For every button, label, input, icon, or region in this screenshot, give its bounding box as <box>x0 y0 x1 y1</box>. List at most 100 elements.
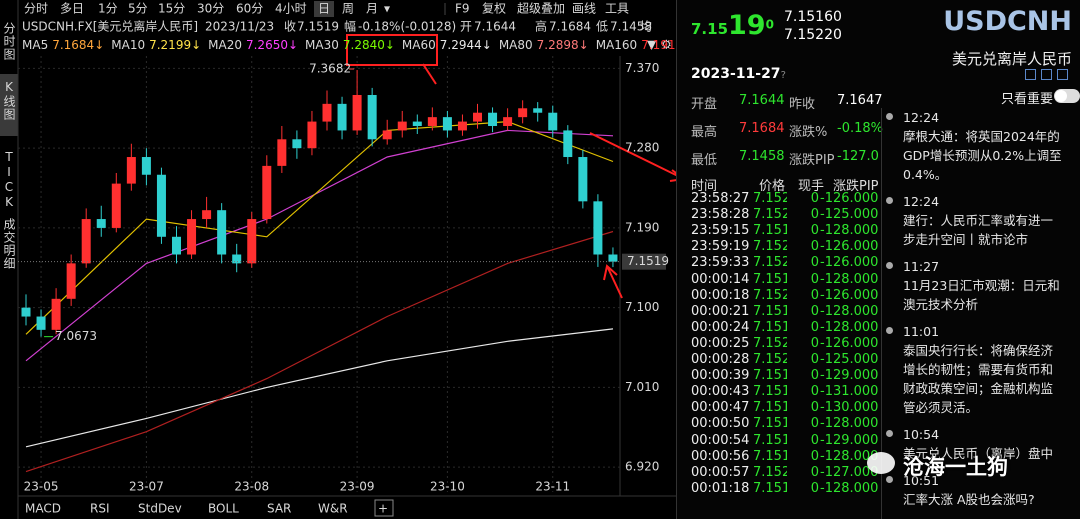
news-item[interactable]: 12:24 摩根大通：将英国2024年的GDP增长预测从0.2%上调至0.4%。 <box>882 108 1080 184</box>
tick-change: -128.000 <box>820 223 879 239</box>
tick-price: 7.1518 <box>753 432 787 448</box>
ma-value: 7.1684↓ <box>52 38 104 52</box>
side-tab[interactable]: 分时图 <box>2 22 16 61</box>
candle-body <box>217 210 227 255</box>
tick-time: 00:00:24 <box>691 319 750 335</box>
icon[interactable] <box>1041 69 1052 80</box>
quote-label: 涨跌PIP <box>789 153 835 168</box>
candle-body <box>563 130 573 158</box>
indicator-tab[interactable]: MACD <box>25 502 61 516</box>
news-item[interactable]: 12:24 建行：人民币汇率或有进一步走升空间丨就市论市 <box>882 192 1080 249</box>
indicator-tab[interactable]: BOLL <box>208 502 239 516</box>
tool-button[interactable]: 复权 <box>482 2 506 16</box>
tick-price: 7.1519 <box>753 303 787 319</box>
x-tick-label: 23-09 <box>340 480 375 494</box>
tick-time: 00:00:54 <box>691 432 750 448</box>
x-tick-label: 23-05 <box>24 480 59 494</box>
annotation-arrow <box>603 264 623 299</box>
tick-volume: 0 <box>810 223 819 239</box>
tick-volume: 0 <box>810 335 819 351</box>
tick-change: -128.000 <box>820 448 879 464</box>
timeframe-tab[interactable]: 15分 <box>158 2 185 16</box>
x-tick-label: 23-08 <box>234 480 269 494</box>
x-tick-label: 23-07 <box>129 480 164 494</box>
quote-value: 7.1644 <box>474 20 516 34</box>
timeframe-tab[interactable]: 1分 <box>98 2 118 16</box>
ma-menu-icon[interactable]: ▼ <box>647 38 657 52</box>
tick-price: 7.1516 <box>753 384 787 400</box>
tick-price: 7.1521 <box>753 335 787 351</box>
quote-value: -127.0 <box>837 149 879 164</box>
candle-body <box>156 174 166 237</box>
ma-value: 7.2840↓ <box>343 38 395 52</box>
side-tab[interactable]: TICK <box>2 150 16 210</box>
ma-settings-icon[interactable]: ⚙ <box>661 38 672 52</box>
last-price-label: 7.1519 <box>627 254 669 268</box>
quote-label: 高 <box>535 19 547 34</box>
timeframe-tab[interactable]: 分时 <box>24 2 48 16</box>
date: 2023-11-27? <box>691 66 786 82</box>
news-time: 11:01 <box>903 324 940 339</box>
tick-volume: 0 <box>810 448 819 464</box>
timeframe-tab[interactable]: 4小时 <box>275 2 307 16</box>
symbol-label: USDCNH.FX[美元兑离岸人民币] <box>22 19 198 34</box>
candle-body <box>608 254 618 262</box>
tick-price: 7.1519 <box>753 271 787 287</box>
icon[interactable] <box>1025 69 1036 80</box>
ma-value: 7.2944↓ <box>440 38 492 52</box>
y-tick-label: 7.100 <box>625 300 659 314</box>
side-tab[interactable]: K线图 <box>2 80 16 121</box>
timeframe-tab[interactable]: 60分 <box>236 2 263 16</box>
add-indicator-icon[interactable] <box>374 499 394 517</box>
timeline-dot <box>886 262 893 269</box>
news-item[interactable]: 10:51 汇率大涨 A股也会涨吗? <box>882 471 1080 509</box>
candle-body <box>277 139 287 166</box>
quote-label: 昨收 <box>789 97 816 112</box>
news-text: 摩根大通：将英国2024年的GDP增长预测从0.2%上调至0.4%。 <box>903 129 1062 182</box>
tick-time: 00:01:18 <box>691 480 750 496</box>
timeframe-tab[interactable]: 多日 <box>60 2 84 16</box>
timeframe-tab[interactable]: 日 <box>318 2 330 16</box>
tool-button[interactable]: F9 <box>455 2 470 16</box>
tool-button[interactable]: 工具 <box>605 2 629 16</box>
tool-button[interactable]: 超级叠加 <box>517 1 565 16</box>
filter-toggle[interactable] <box>1054 89 1080 103</box>
tick-volume: 0 <box>810 368 819 384</box>
side-tab[interactable]: 成交明细 <box>2 218 16 270</box>
tick-price: 7.1521 <box>753 207 787 223</box>
news-time: 11:27 <box>903 259 940 274</box>
tick-price: 7.1521 <box>753 239 787 255</box>
timeframe-tab[interactable]: 5分 <box>128 2 148 16</box>
date-hint[interactable]: ? <box>780 70 786 81</box>
news-item[interactable]: 11:01 泰国央行行长：将确保经济增长的韧性；需要有货币和财政政策空间；金融机构… <box>882 322 1080 417</box>
tick-time: 23:59:19 <box>691 239 750 255</box>
news-item[interactable]: 10:54 美元兑人民币（离岸）盘中 <box>882 425 1080 463</box>
tick-volume: 0 <box>810 464 819 480</box>
timeframe-tab[interactable]: 月 <box>366 2 378 16</box>
timeframe-tab[interactable]: 周 <box>342 2 354 16</box>
tick-change: -128.000 <box>820 319 879 335</box>
quote-label: 开 <box>460 20 472 34</box>
tick-price: 7.1518 <box>753 368 787 384</box>
filter-label: 只看重要 <box>1001 92 1054 107</box>
tick-time: 00:00:39 <box>691 368 750 384</box>
indicator-tab[interactable]: SAR <box>267 502 291 516</box>
indicator-tab[interactable]: StdDev <box>138 502 182 516</box>
tool-button[interactable]: 画线 <box>572 2 596 16</box>
candle-body <box>21 307 31 317</box>
icon[interactable] <box>1057 69 1068 80</box>
date-text: 2023-11-27 <box>691 66 781 82</box>
ma-line <box>25 120 614 335</box>
timeframe-tab[interactable]: 30分 <box>197 2 224 16</box>
tick-change: -128.000 <box>820 303 879 319</box>
tick-time: 00:00:21 <box>691 303 750 319</box>
tick-volume: 0 <box>810 191 819 206</box>
news-time: 10:51 <box>903 473 940 488</box>
indicator-tab[interactable]: W&R <box>318 502 348 516</box>
news-item[interactable]: 11:27 11月23日汇市观潮：日元和澳元技术分析 <box>882 257 1080 314</box>
quote-value: 7.1647 <box>837 93 883 108</box>
price-main: 7.15 <box>691 20 729 38</box>
dropdown-icon[interactable]: ▾ <box>384 2 390 16</box>
add-indicator-plus[interactable]: + <box>378 502 388 516</box>
indicator-tab[interactable]: RSI <box>90 502 110 516</box>
